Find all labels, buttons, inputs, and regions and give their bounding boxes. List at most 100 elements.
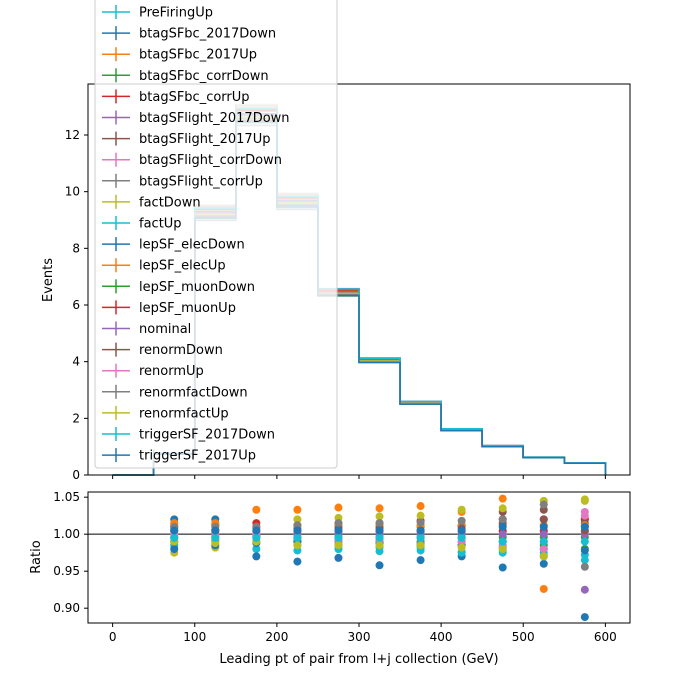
ratio-point [580, 585, 589, 594]
legend-entry: btagSFbc_2017Up [102, 47, 257, 63]
ratio-point [539, 544, 548, 553]
ratio-point [252, 526, 261, 535]
ratio-y-axis-label: Ratio [29, 540, 44, 573]
legend-label: btagSFlight_2017Down [139, 111, 290, 126]
legend-entry: factDown [102, 194, 201, 210]
ratio-point [457, 533, 466, 542]
ratio-point [416, 533, 425, 542]
legend-entry: factUp [102, 216, 182, 232]
main-y-tick-label: 2 [72, 411, 80, 425]
ratio-x-ticks: 0 100 200 300 400 500 600 [109, 623, 617, 644]
ratio-point [498, 515, 507, 524]
ratio-point [252, 533, 261, 542]
main-y-axis-label: Events [41, 258, 56, 302]
legend-entry: btagSFlight_corrUp [102, 173, 263, 189]
ratio-point [293, 515, 302, 524]
legend-entry: lepSF_elecUp [102, 258, 226, 274]
ratio-point [334, 503, 343, 512]
ratio-point [375, 504, 384, 513]
legend-entry: btagSFbc_2017Down [102, 26, 276, 42]
ratio-point [539, 537, 548, 546]
ratio-point [211, 526, 220, 535]
ratio-y-tick-label: 1.05 [53, 490, 80, 504]
ratio-point [580, 522, 589, 531]
legend-entry: PreFiringUp [102, 5, 213, 21]
ratio-point [539, 530, 548, 539]
ratio-point [334, 526, 343, 535]
ratio-point [334, 541, 343, 550]
ratio-point [334, 519, 343, 528]
x-tick-label: 100 [183, 630, 206, 644]
ratio-point [580, 546, 589, 555]
legend-label: lepSF_muonUp [139, 301, 236, 316]
legend-label: btagSFbc_2017Up [139, 48, 257, 63]
legend-entry: lepSF_muonDown [102, 279, 255, 295]
legend-entry: renormfactDown [102, 384, 248, 400]
ratio-point [580, 496, 589, 505]
legend-label: btagSFbc_corrDown [139, 69, 269, 84]
ratio-point [375, 533, 384, 542]
legend-label: renormfactDown [139, 385, 248, 400]
ratio-point [375, 512, 384, 521]
ratio-point [293, 541, 302, 550]
legend-label: nominal [139, 322, 191, 337]
legend-entry: lepSF_elecDown [102, 237, 245, 253]
ratio-point [416, 526, 425, 535]
ratio-point [252, 552, 261, 561]
main-y-tick-label: 4 [72, 355, 80, 369]
legend-entry: btagSFlight_2017Down [102, 110, 290, 126]
legend-label: btagSFbc_2017Down [139, 27, 276, 42]
legend-label: btagSFbc_corrUp [139, 90, 250, 105]
ratio-point [170, 533, 179, 542]
ratio-point [375, 519, 384, 528]
ratio-point [416, 511, 425, 520]
legend-label: lepSF_muonDown [139, 280, 255, 295]
ratio-y-tick-label: 1.00 [53, 527, 80, 541]
ratio-point [539, 552, 548, 561]
ratio-point [252, 505, 261, 514]
ratio-point [539, 559, 548, 568]
ratio-point [416, 556, 425, 565]
legend-label: btagSFlight_corrDown [139, 153, 282, 168]
ratio-point [498, 537, 507, 546]
ratio-point [498, 504, 507, 513]
legend-entry: btagSFbc_corrDown [102, 68, 269, 84]
ratio-point [334, 533, 343, 542]
ratio-point [375, 541, 384, 550]
legend-entry: triggerSF_2017Up [102, 448, 256, 464]
main-y-tick-label: 0 [72, 468, 80, 482]
ratio-point [293, 557, 302, 566]
ratio-point [375, 561, 384, 570]
ratio-point [498, 563, 507, 572]
ratio-point [498, 530, 507, 539]
x-tick-label: 500 [512, 630, 535, 644]
ratio-point [211, 533, 220, 542]
ratio-point [293, 526, 302, 535]
legend-entry: lepSF_muonUp [102, 300, 236, 316]
legend-entry: btagSFbc_corrUp [102, 89, 250, 105]
main-y-tick-label: 6 [72, 298, 80, 312]
legend-entry: nominal [102, 321, 191, 337]
ratio-point [170, 544, 179, 553]
ratio-point [457, 543, 466, 552]
ratio-y-ticks: 0.90 0.95 1.00 1.05 [53, 490, 88, 615]
legend-label: btagSFlight_2017Up [139, 132, 270, 147]
legend-entry: renormUp [102, 363, 204, 379]
legend-label: renormUp [139, 364, 204, 379]
ratio-point [375, 526, 384, 535]
legend-label: PreFiringUp [139, 6, 213, 21]
ratio-point [580, 511, 589, 520]
legend-label: triggerSF_2017Down [139, 428, 275, 443]
ratio-point [539, 500, 548, 509]
ratio-panel: 0.90 0.95 1.00 1.05 0 100 200 300 400 500 600 Rat… [29, 490, 631, 667]
ratio-point [539, 522, 548, 531]
x-tick-label: 300 [348, 630, 371, 644]
x-tick-label: 400 [430, 630, 453, 644]
ratio-point [457, 526, 466, 535]
main-y-tick-label: 12 [65, 128, 80, 142]
legend-label: lepSF_elecUp [139, 259, 226, 274]
x-tick-label: 0 [109, 630, 117, 644]
legend-entry: btagSFlight_corrDown [102, 152, 282, 168]
legend-label: renormDown [139, 343, 223, 358]
